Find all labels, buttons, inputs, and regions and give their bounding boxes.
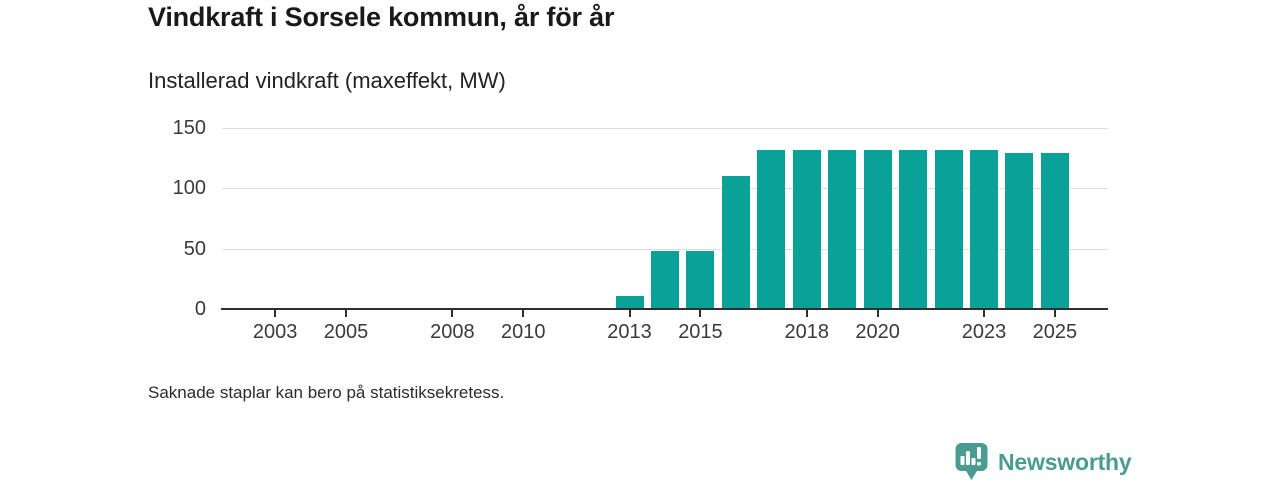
bar-2023 [969,150,998,309]
x-axis-label: 2013 [607,321,652,343]
newsworthy-logo: Newsworthy [954,442,1132,482]
x-axis-tick [628,310,631,317]
x-axis-label: 2005 [323,321,369,343]
bar-2013 [615,295,644,309]
bar-2025 [1040,152,1069,309]
newsworthy-logo-icon [955,443,988,480]
gridline-150 [222,127,1108,129]
bar-2016 [721,175,750,309]
x-axis-label: 2023 [961,321,1007,343]
y-axis-label: 0 [194,298,206,320]
x-axis-tick [805,310,808,317]
x-axis-tick [274,310,277,317]
bar-2024 [1005,152,1034,309]
x-axis-tick [522,310,525,317]
chart-footnote: Saknade staplar kan bero på statistiksek… [148,383,505,402]
bar-2015 [686,250,715,309]
x-axis-label: 2015 [678,321,723,343]
bar-2019 [828,150,857,309]
x-axis-tick [876,310,879,317]
y-axis-label: 150 [172,116,206,139]
x-axis-tick [982,310,985,317]
bar-2020 [863,150,892,309]
chart-subtitle: Installerad vindkraft (maxeffekt, MW) [148,68,506,93]
x-axis-label: 2025 [1032,321,1078,343]
x-axis-label: 2018 [784,321,830,343]
x-axis-tick [1053,310,1056,317]
x-axis-line [221,308,1108,310]
bar-2014 [651,250,679,309]
x-axis-tick [699,310,702,317]
x-axis-label: 2020 [855,321,900,343]
y-axis-label: 100 [172,177,206,199]
gridline-100 [222,188,1108,189]
chart-title: Vindkraft i Sorsele kommun, år för år [148,2,615,32]
bar-2017 [757,150,786,309]
newsworthy-logo-text: Newsworthy [998,448,1132,475]
y-axis-label: 50 [183,237,206,260]
x-axis-tick [345,310,348,317]
x-axis-tick [451,310,454,317]
x-axis-label: 2010 [500,321,546,343]
x-axis-label: 2008 [430,321,475,343]
bar-2021 [899,150,928,309]
bar-2022 [934,150,963,309]
bar-2018 [792,150,821,309]
x-axis-label: 2003 [252,321,298,343]
gridline-50 [222,248,1108,250]
